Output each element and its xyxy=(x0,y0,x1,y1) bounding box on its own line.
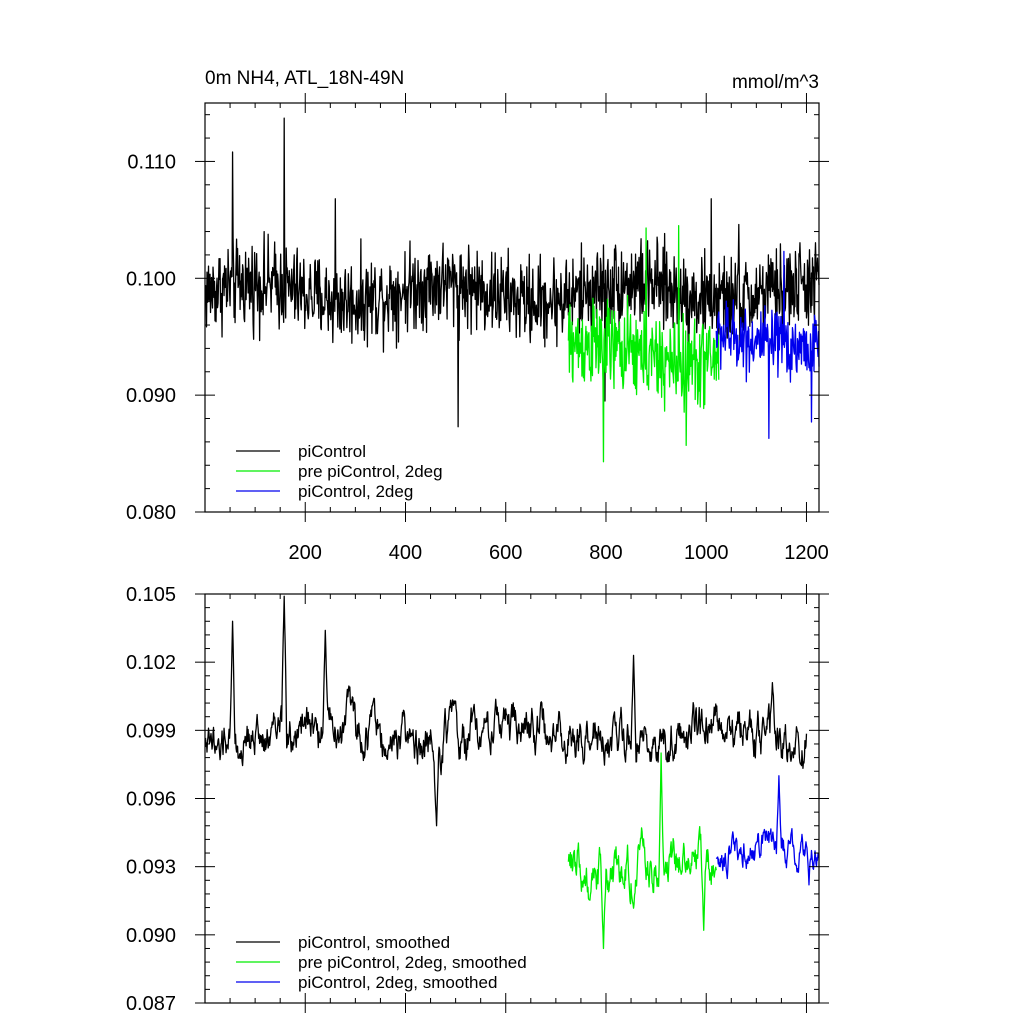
y-tick-label: 0.105 xyxy=(126,584,176,606)
series-line-picontrol-2deg xyxy=(715,250,820,440)
legend-label-picontrol-2deg-smoothed: piControl, 2deg, smoothed xyxy=(298,973,497,992)
y-tick-label: 0.100 xyxy=(126,268,176,290)
top-panel-ticks: 200 400 600 800 1000 1200 0.080 0.090 0.100 0.110 xyxy=(126,93,829,564)
legend-label-picontrol: piControl xyxy=(298,442,366,461)
series-line-picontrol xyxy=(204,117,820,428)
x-tick-label: 600 xyxy=(489,542,522,564)
top-panel-legend: piControl pre piControl, 2deg piControl,… xyxy=(236,442,443,501)
y-tick-label: 0.102 xyxy=(126,652,176,674)
x-tick-label: 1000 xyxy=(684,542,729,564)
legend-label-picontrol-smoothed: piControl, smoothed xyxy=(298,933,450,952)
x-tick-label: 200 xyxy=(289,542,322,564)
bottom-panel: 0.087 0.090 0.093 0.096 0.099 0.102 0.105 piCo… xyxy=(126,584,829,1015)
top-panel-units: mmol/m^3 xyxy=(732,72,819,93)
top-panel-series xyxy=(204,117,820,463)
bottom-panel-series xyxy=(204,595,820,950)
y-tick-label: 0.099 xyxy=(126,720,176,742)
y-tick-label: 0.110 xyxy=(127,151,176,173)
y-tick-label: 0.096 xyxy=(126,789,176,811)
y-tick-label: 0.080 xyxy=(126,502,176,524)
y-tick-label: 0.090 xyxy=(126,385,176,407)
y-tick-label: 0.090 xyxy=(126,925,176,947)
x-tick-label: 1200 xyxy=(784,542,829,564)
legend-label-picontrol-2deg: piControl, 2deg xyxy=(298,482,413,501)
bottom-panel-legend: piControl, smoothed pre piControl, 2deg,… xyxy=(236,933,527,992)
bottom-panel-ticks: 0.087 0.090 0.093 0.096 0.099 0.102 0.105 xyxy=(126,584,829,1015)
y-tick-label: 0.087 xyxy=(126,993,176,1015)
series-line-pre-picontrol-2deg xyxy=(567,225,720,463)
y-tick-label: 0.093 xyxy=(126,857,176,879)
series-line-picontrol-smoothed xyxy=(204,595,808,827)
top-panel-title: 0m NH4, ATL_18N-49N xyxy=(205,68,404,89)
legend-label-pre-picontrol-2deg-smoothed: pre piControl, 2deg, smoothed xyxy=(298,953,527,972)
top-panel: 200 400 600 800 1000 1200 0.080 0.090 0.100 0.110… xyxy=(126,68,829,564)
x-tick-label: 800 xyxy=(589,542,622,564)
top-panel-frame xyxy=(204,102,820,513)
series-line-pre-picontrol-2deg-smoothed xyxy=(567,752,717,950)
legend-label-pre-picontrol-2deg: pre piControl, 2deg xyxy=(298,462,443,481)
series-line-picontrol-2deg-smoothed xyxy=(715,775,820,886)
x-tick-label: 400 xyxy=(389,542,422,564)
